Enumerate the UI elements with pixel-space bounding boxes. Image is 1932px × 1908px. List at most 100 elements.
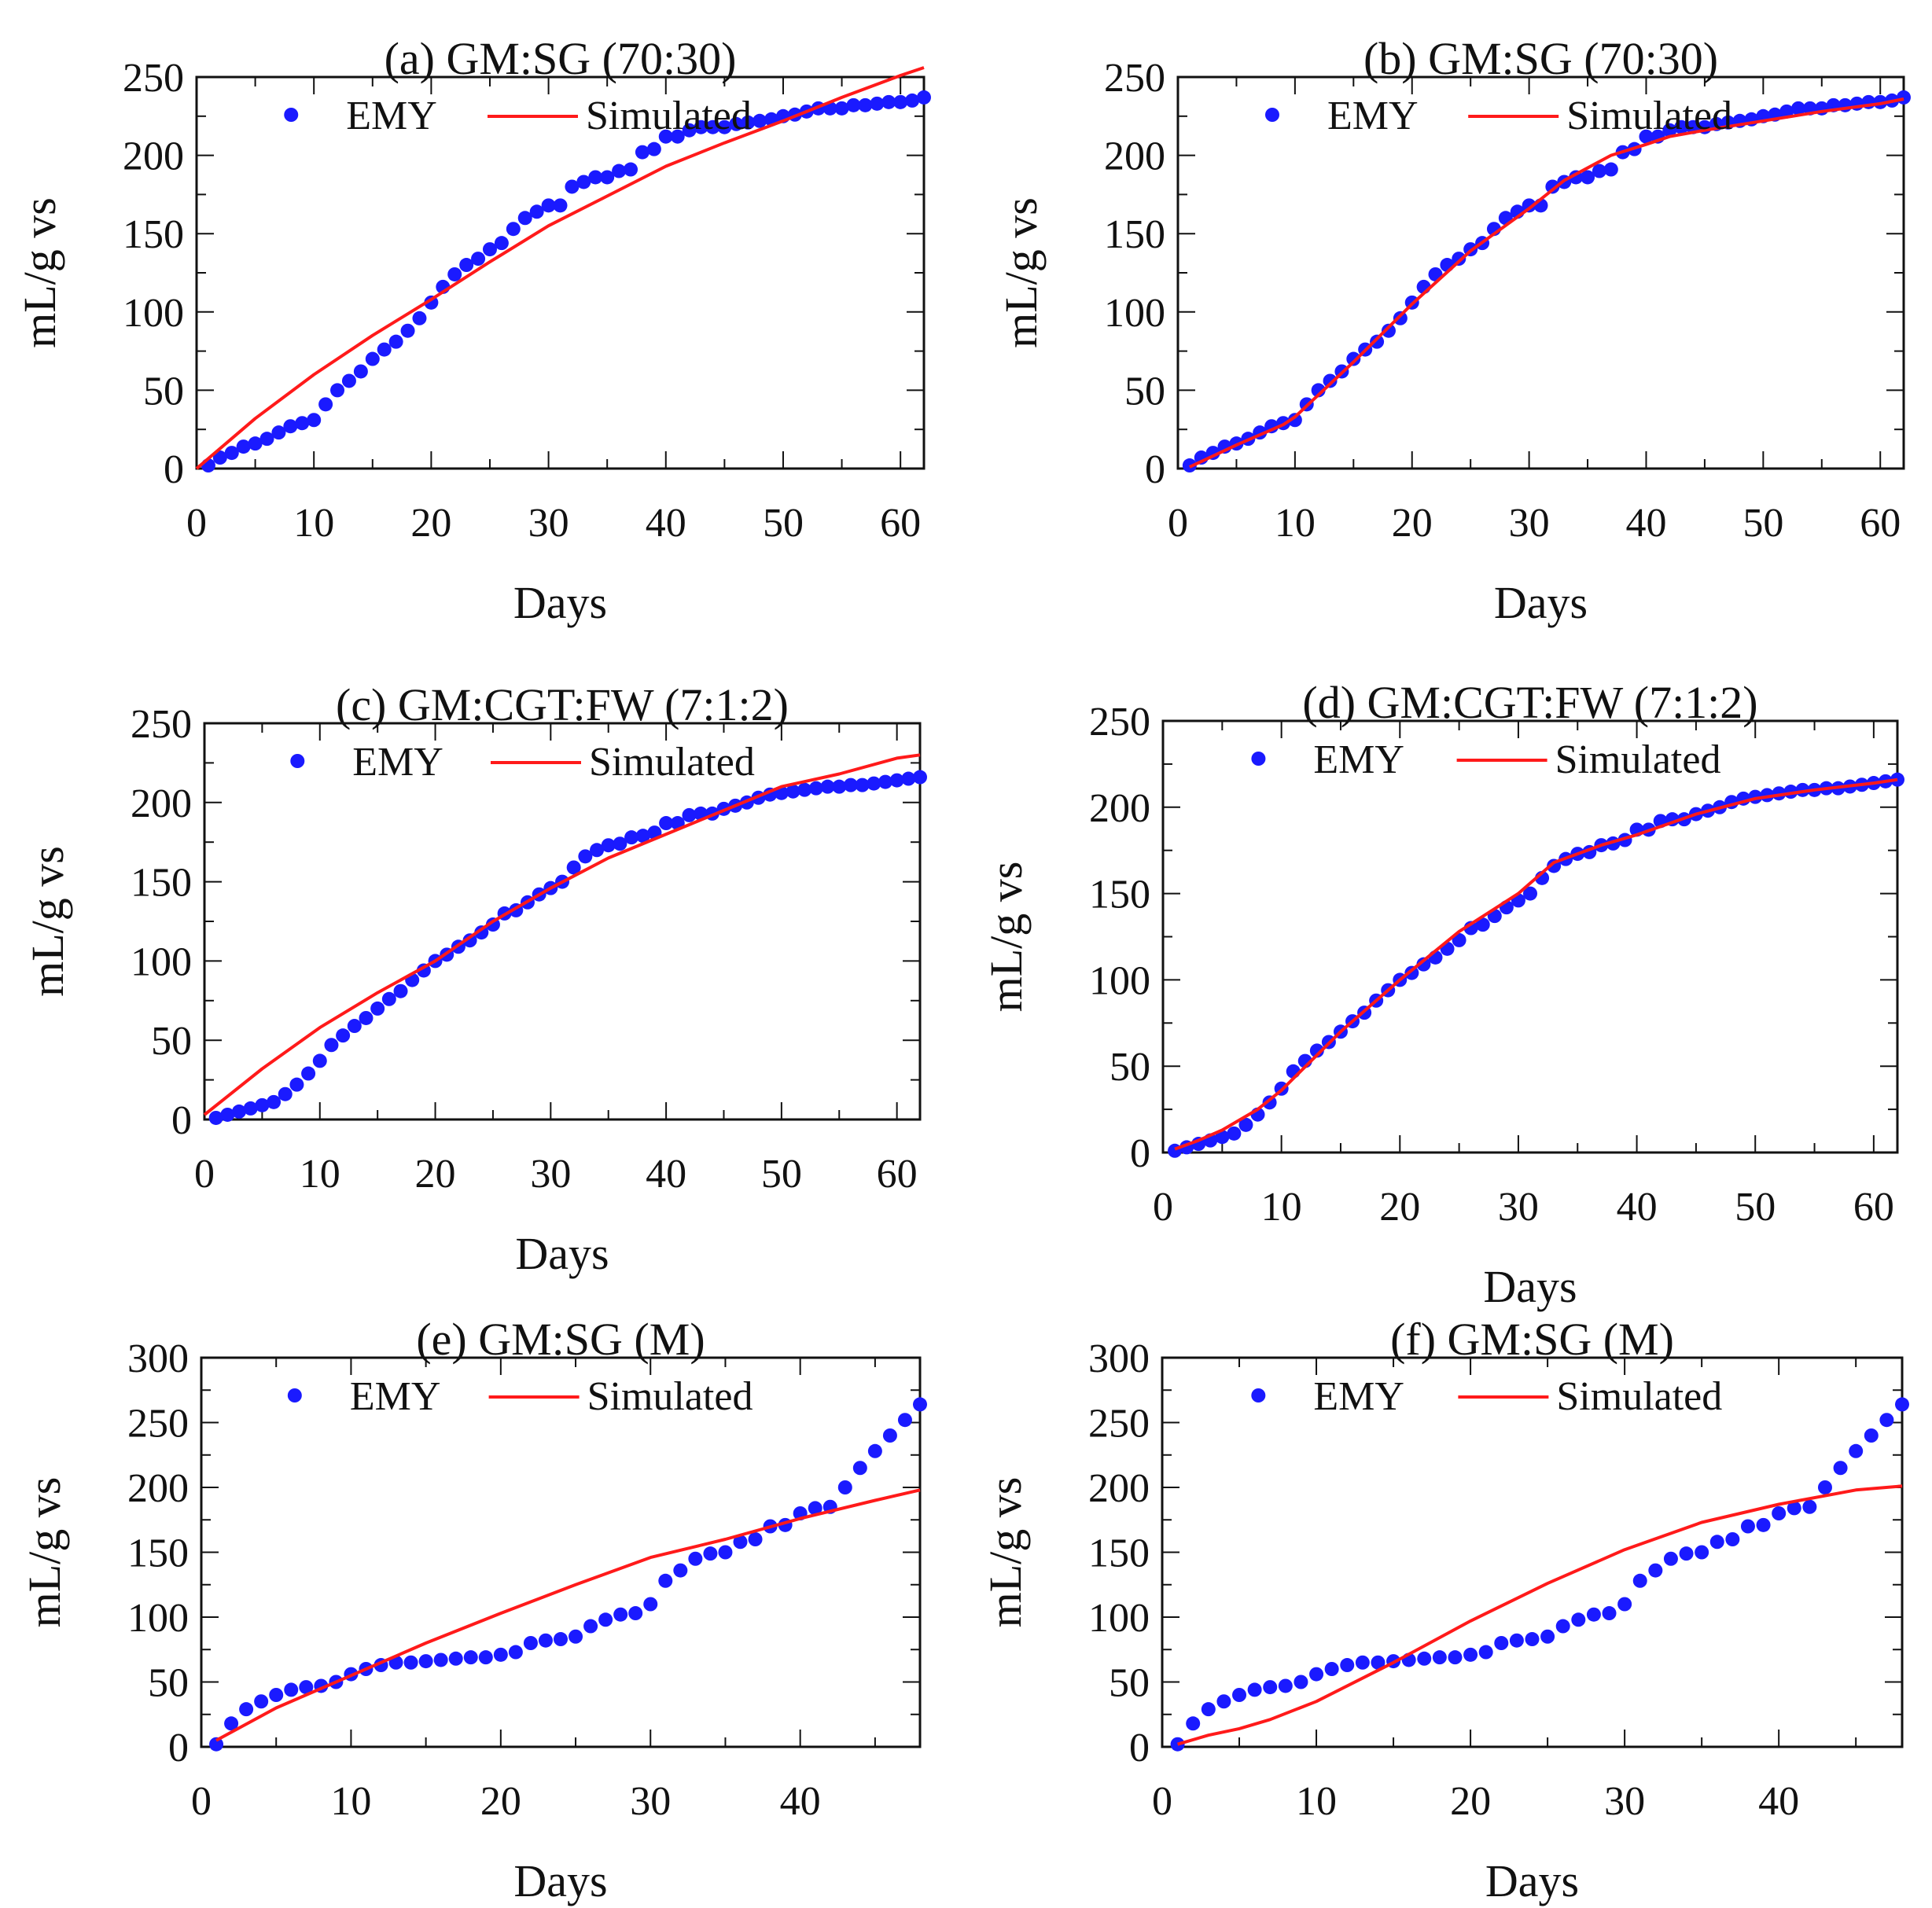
- x-tick-label: 0: [1168, 501, 1188, 546]
- emy-data-point: [1602, 1606, 1617, 1621]
- chart-title: (d) GM:CGT:FW (7:1:2): [1302, 677, 1757, 728]
- y-tick-label: 0: [1129, 1726, 1150, 1770]
- emy-data-point: [733, 1535, 748, 1550]
- x-axis-label: Days: [1483, 1261, 1577, 1312]
- emy-data-point: [1355, 1655, 1370, 1670]
- x-tick-label: 30: [1498, 1185, 1539, 1230]
- plot-frame: [1176, 75, 1905, 470]
- x-tick-label: 20: [410, 501, 451, 546]
- emy-data-point: [1522, 198, 1536, 213]
- x-tick-label: 10: [1261, 1185, 1302, 1230]
- emy-data-point: [897, 1413, 912, 1428]
- emy-data-point: [1617, 1597, 1632, 1612]
- emy-data-point: [1278, 1678, 1293, 1693]
- emy-data-point: [324, 1038, 339, 1053]
- y-tick-label: 50: [143, 369, 184, 414]
- emy-data-point: [643, 1597, 658, 1612]
- emy-data-point: [448, 1651, 463, 1666]
- emy-data-point: [612, 164, 627, 178]
- x-tick-label: 20: [480, 1779, 521, 1824]
- emy-data-point: [236, 439, 251, 454]
- emy-data-point: [370, 1001, 385, 1016]
- emy-data-point: [494, 236, 509, 251]
- legend-simulated-label: Simulated: [1566, 94, 1732, 138]
- chart-title: (a) GM:SG (70:30): [385, 33, 737, 84]
- x-tick-label: 20: [1379, 1185, 1420, 1230]
- emy-data-point: [901, 771, 916, 786]
- legend-emy-label: EMY: [1313, 1374, 1404, 1419]
- y-tick-label: 150: [123, 212, 184, 257]
- x-tick-label: 40: [1625, 501, 1666, 546]
- y-tick-label: 200: [1088, 1466, 1150, 1511]
- emy-data-point: [1227, 1126, 1242, 1141]
- emy-data-point: [583, 1619, 598, 1634]
- emy-data-point: [1381, 323, 1396, 338]
- emy-data-point: [1787, 1501, 1801, 1516]
- emy-data-point: [1581, 170, 1595, 185]
- emy-data-point: [365, 351, 380, 366]
- emy-data-point: [1772, 1506, 1787, 1520]
- emy-data-point: [529, 204, 544, 219]
- emy-data-point: [459, 258, 474, 273]
- emy-data-point: [1509, 1633, 1524, 1648]
- chart-title: (f) GM:SG (M): [1390, 1314, 1674, 1365]
- emy-data-point: [741, 115, 756, 130]
- emy-data-point: [820, 779, 835, 794]
- emy-data-point: [1216, 1694, 1231, 1709]
- emy-data-point: [673, 1563, 688, 1578]
- emy-data-point: [858, 97, 873, 112]
- emy-data-point: [889, 773, 904, 788]
- emy-data-point: [624, 830, 639, 845]
- emy-data-point: [1756, 1517, 1771, 1532]
- emy-data-point: [565, 179, 580, 194]
- emy-data-point: [1432, 1650, 1447, 1665]
- emy-data-point: [1662, 123, 1677, 138]
- x-tick-label: 40: [1617, 1185, 1658, 1230]
- chart-panel-b: (b) GM:SG (70:30) 0 10 20 30 40 50 60 0 50 100 150 2…: [995, 33, 1911, 628]
- emy-data-point: [1417, 1651, 1432, 1666]
- y-tick-label: 50: [1110, 1045, 1150, 1090]
- emy-data-point: [381, 991, 396, 1006]
- emy-data-point: [433, 1652, 448, 1667]
- y-tick-label: 150: [131, 861, 192, 906]
- emy-data-point: [576, 175, 591, 189]
- emy-data-point: [330, 383, 345, 398]
- emy-data-point: [703, 1546, 718, 1561]
- chart-panel-a: (a) GM:SG (70:30) 0 10 20 30 40 50 60 0 50 100 150 2…: [14, 33, 931, 628]
- emy-data-point: [1201, 1702, 1216, 1717]
- emy-data-point: [1323, 373, 1338, 388]
- emy-data-point: [1603, 162, 1618, 177]
- y-tick-label: 50: [151, 1019, 192, 1064]
- emy-data-point: [753, 113, 767, 128]
- emy-data-point: [259, 432, 274, 447]
- x-axis-label: Days: [513, 577, 607, 628]
- emy-data-point: [1463, 1647, 1478, 1662]
- emy-data-point: [808, 1501, 822, 1516]
- chart-panel-e: (e) GM:SG (M) 0 10 20 30 40 0 50 100 150 200 250 300…: [19, 1314, 927, 1906]
- y-tick-label: 0: [1130, 1131, 1150, 1176]
- emy-data-point: [307, 413, 322, 428]
- emy-data-point: [301, 1066, 316, 1081]
- emy-data-point: [832, 779, 847, 794]
- emy-data-point: [566, 860, 581, 875]
- x-tick-label: 10: [330, 1779, 371, 1824]
- emy-data-point: [508, 1645, 523, 1660]
- y-tick-label: 200: [131, 781, 192, 826]
- simulated-series-line: [1189, 97, 1904, 469]
- x-tick-label: 60: [1853, 1185, 1894, 1230]
- emy-data-point: [590, 843, 605, 858]
- emy-data-point: [208, 1110, 223, 1125]
- emy-data-point: [834, 101, 849, 116]
- x-tick-label: 30: [530, 1152, 571, 1197]
- emy-data-point: [905, 93, 920, 108]
- emy-data-point: [1648, 1563, 1663, 1578]
- emy-data-point: [729, 116, 744, 131]
- emy-data-point: [359, 1010, 374, 1025]
- y-tick-label: 150: [1088, 1531, 1150, 1576]
- y-tick-label: 0: [164, 447, 184, 492]
- y-axis-label: mL/g vs: [981, 862, 1032, 1013]
- y-tick-label: 100: [1088, 1596, 1150, 1641]
- emy-data-point: [1802, 1499, 1817, 1514]
- y-axis-label: mL/g vs: [995, 197, 1047, 348]
